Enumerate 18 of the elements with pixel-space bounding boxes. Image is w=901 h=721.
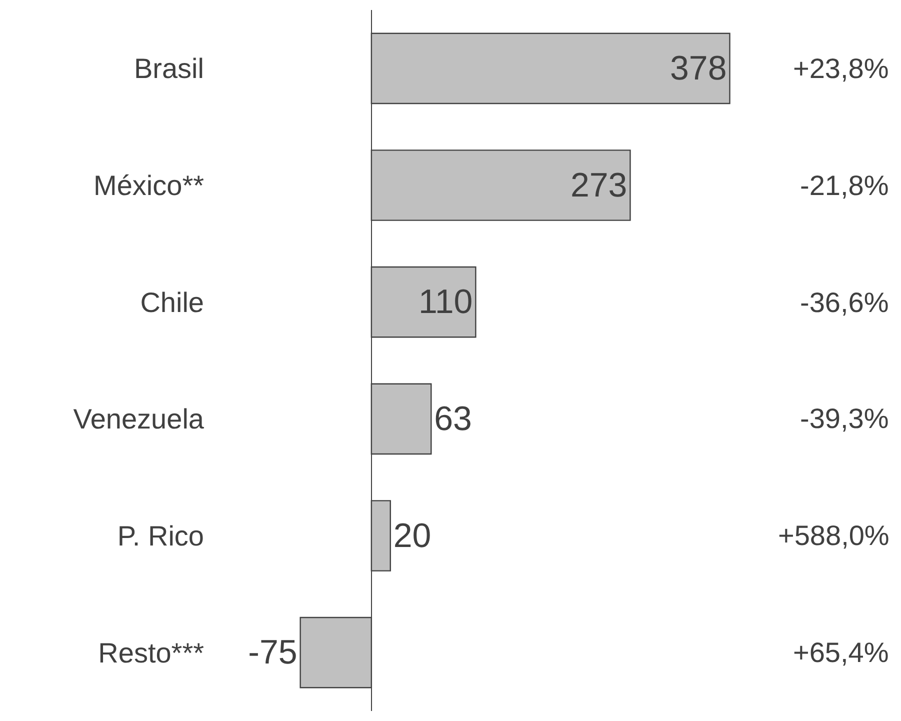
y-tick-label: México**	[94, 170, 204, 202]
data-label: 110	[418, 283, 473, 322]
y-tick-label: Venezuela	[73, 404, 204, 435]
y-tick-label: P. Rico	[117, 520, 204, 552]
text: -36,6%	[800, 287, 889, 318]
data-label: 273	[570, 166, 628, 204]
data-label: -75	[248, 634, 298, 672]
data-label: 63	[434, 400, 472, 438]
text: -21,8%	[800, 170, 889, 201]
text: +23,8%	[793, 53, 889, 84]
data-label: 378	[670, 49, 727, 88]
text: +588,0%	[778, 520, 890, 551]
y-tick-label: Brasil	[134, 53, 204, 84]
text: +65,4%	[793, 637, 889, 668]
data-label: 20	[393, 516, 432, 555]
y-tick-label: Resto***	[98, 637, 204, 668]
text: -39,3%	[800, 403, 889, 434]
y-tick-label: Chile	[140, 286, 204, 318]
